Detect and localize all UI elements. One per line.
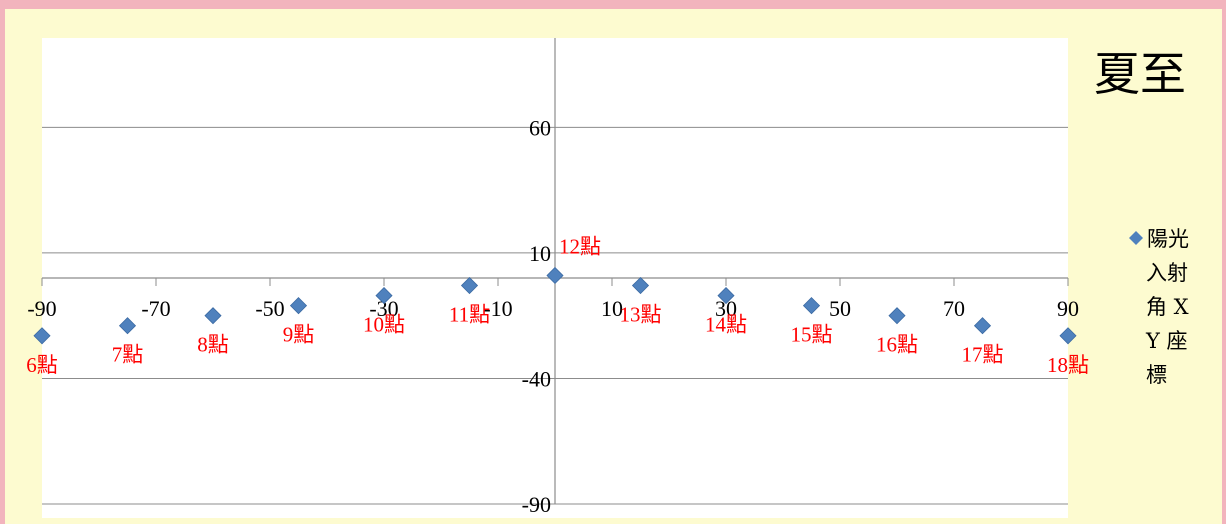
x-axis-tick-labels: -90 -70 -50 -30 -10 10 30 50 70 90: [27, 296, 1079, 321]
point-label: 10點: [363, 313, 405, 337]
x-tick-label: 90: [1057, 296, 1079, 321]
data-point: [1059, 327, 1077, 345]
x-tick-label: -70: [141, 296, 170, 321]
point-labels: 6點 7點 8點 9點 10點 11點 12點 13點 14點 15點 16點 17點 18點: [26, 234, 1089, 376]
data-point: [717, 287, 735, 305]
point-label: 13點: [620, 303, 662, 327]
x-tick-label: 10: [601, 296, 623, 321]
chart-title: 夏至: [1094, 47, 1186, 101]
x-tick-label: -50: [255, 296, 284, 321]
data-points: [33, 266, 1077, 345]
legend-text-line: 標: [1146, 363, 1167, 387]
y-axis-tick-labels: 60 10 -40 -90: [522, 115, 551, 517]
data-point: [802, 297, 821, 315]
y-tick-label: -40: [522, 366, 551, 391]
data-point: [204, 307, 222, 325]
legend-text-line: 角 X: [1146, 295, 1189, 319]
point-label: 8點: [197, 333, 229, 357]
legend-text-line: 入射: [1146, 261, 1188, 285]
x-tick-label: -90: [27, 296, 56, 321]
data-point: [973, 317, 992, 335]
data-point: [631, 276, 650, 295]
data-point: [546, 266, 564, 285]
y-tick-label: -90: [522, 492, 551, 517]
y-tick-label: 60: [529, 115, 551, 140]
point-label: 11點: [449, 303, 490, 327]
x-tick-label: 30: [715, 296, 737, 321]
point-label: 14點: [705, 313, 747, 337]
data-point: [460, 276, 479, 295]
x-tick-label: 70: [943, 296, 965, 321]
point-label: 9點: [283, 323, 315, 347]
point-label: 17點: [962, 343, 1004, 367]
x-tick-label: 50: [829, 296, 851, 321]
legend-text-line: 陽光: [1147, 227, 1189, 251]
data-point: [118, 317, 137, 335]
point-label: 12點: [559, 234, 601, 258]
data-point: [289, 297, 308, 315]
data-point: [33, 327, 51, 345]
x-tick-label: -10: [483, 296, 512, 321]
point-label: 18點: [1047, 353, 1089, 377]
point-label: 6點: [26, 353, 58, 377]
data-point: [888, 307, 906, 325]
y-tick-label: 10: [529, 241, 551, 266]
point-label: 7點: [112, 343, 144, 367]
point-label: 16點: [876, 333, 918, 357]
data-point: [375, 287, 393, 305]
point-label: 15點: [791, 323, 833, 347]
legend-text-line: Y 座: [1145, 329, 1188, 353]
legend-marker: [1129, 231, 1143, 245]
